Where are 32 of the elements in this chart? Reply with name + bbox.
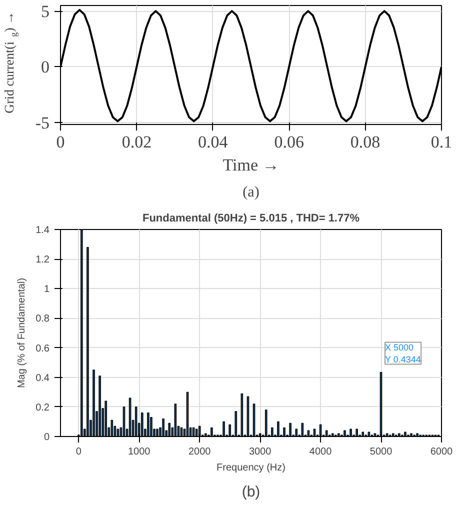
y-axis-title: Grid current(ig) → (2, 11, 18, 114)
y-tick-label: 1 (44, 284, 50, 296)
x-axis-title: Time → (222, 156, 280, 174)
y-tick-label: 0.6 (36, 343, 50, 354)
x-tick-label: 4000 (309, 446, 332, 458)
x-tick-label: 0 (76, 446, 82, 458)
y-tick-label: 0 (44, 432, 50, 443)
x-tick-label: 5000 (370, 446, 393, 458)
x-tick-label: 3000 (248, 446, 272, 458)
x-tick-label: 6000 (430, 446, 454, 458)
y-tick-label: 0 (41, 58, 50, 77)
annotation: X 5000 Y 0.4344 (385, 342, 421, 364)
y-tick-label: 0.8 (36, 314, 50, 325)
text: (a) (242, 184, 260, 200)
text: (b) (242, 484, 260, 500)
x-tick-label: 2000 (188, 446, 212, 458)
x-tick-label: 1000 (128, 446, 151, 458)
x-tick-label: 0.1 (430, 132, 452, 152)
x-tick-label: 0.04 (198, 132, 228, 152)
y-tick-label: 5 (41, 2, 50, 22)
y-axis-title: Mag (% of Fundamental) (16, 278, 28, 388)
y-tick-label: -5 (35, 113, 50, 132)
y-tick-label: 1.2 (36, 254, 50, 266)
x-tick-label: 0.02 (122, 132, 152, 152)
y-tick-label: 0.2 (36, 402, 50, 414)
x-tick-label: 0.06 (274, 132, 304, 152)
y-tick-label: 1.4 (36, 225, 50, 236)
chart-title: Fundamental (50Hz) = 5.015 , THD= 1.77% (142, 212, 360, 224)
y-tick-label: 0.4 (36, 372, 50, 384)
x-tick-label: 0 (56, 132, 65, 152)
x-tick-label: 0.08 (350, 132, 380, 152)
x-axis-title: Frequency (Hz) (216, 462, 286, 474)
